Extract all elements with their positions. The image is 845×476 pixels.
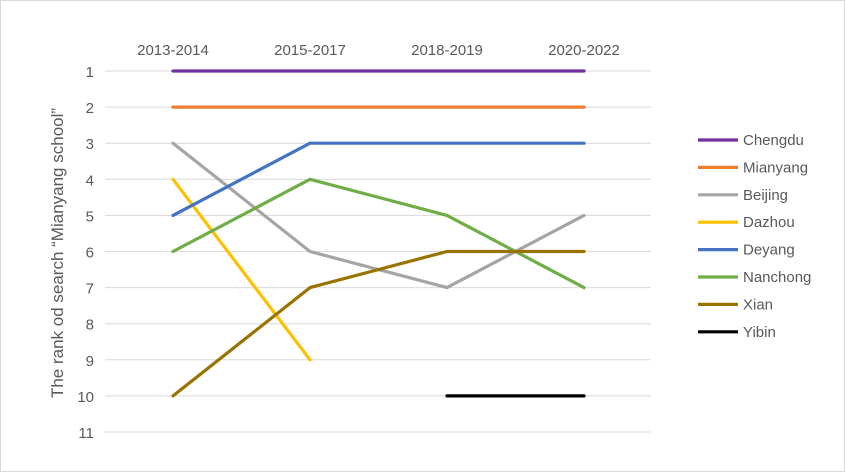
- x-tick-label: 2020-2022: [548, 42, 620, 59]
- legend-item-mianyang: Mianyang: [698, 159, 808, 176]
- legend-label: Mianyang: [743, 159, 808, 176]
- legend-label: Deyang: [743, 242, 795, 259]
- series-deyang: [171, 141, 586, 217]
- series-nanchong: [171, 177, 586, 290]
- series-xian: [171, 249, 586, 398]
- y-tick-label: 10: [77, 389, 94, 406]
- legend-item-chengdu: Chengdu: [698, 132, 804, 149]
- y-tick-label: 7: [86, 281, 94, 298]
- legend-label: Yibin: [743, 324, 776, 341]
- legend-label: Xian: [743, 296, 773, 313]
- legend-item-nanchong: Nanchong: [698, 269, 811, 286]
- y-tick-label: 2: [86, 100, 94, 117]
- x-tick-label: 2013-2014: [137, 42, 209, 59]
- legend-item-yibin: Yibin: [698, 324, 776, 341]
- y-axis-tick-labels: 1 2 3 4 5 6 7 8 9 10 11: [77, 64, 94, 442]
- series-lines: [171, 69, 586, 398]
- series-line: [171, 177, 312, 362]
- y-tick-label: 8: [86, 317, 94, 334]
- y-tick-label: 1: [86, 64, 94, 81]
- y-tick-label: 6: [86, 245, 94, 262]
- y-tick-label: 5: [86, 208, 94, 225]
- series-dazhou: [171, 177, 312, 362]
- legend-label: Beijing: [743, 187, 788, 204]
- legend-item-deyang: Deyang: [698, 242, 795, 259]
- legend-item-beijing: Beijing: [698, 187, 788, 204]
- y-tick-label: 3: [86, 136, 94, 153]
- series-line: [171, 141, 586, 217]
- legend: Chengdu Mianyang Beijing Dazhou Deyang Nancho…: [698, 132, 811, 341]
- x-axis-tick-labels: 2013-2014 2015-2017 2018-2019 2020-2022: [137, 42, 620, 59]
- series-line: [171, 249, 586, 398]
- legend-label: Dazhou: [743, 214, 795, 231]
- series-line: [171, 177, 586, 290]
- legend-label: Chengdu: [743, 132, 804, 149]
- legend-item-dazhou: Dazhou: [698, 214, 795, 231]
- legend-item-xian: Xian: [698, 296, 773, 313]
- legend-label: Nanchong: [743, 269, 811, 286]
- y-tick-label: 4: [86, 172, 94, 189]
- y-tick-label: 11: [78, 425, 94, 442]
- x-tick-label: 2018-2019: [411, 42, 483, 59]
- y-tick-label: 9: [86, 353, 94, 370]
- y-axis-title: The rank od search “Mianyang school”: [48, 108, 67, 398]
- x-tick-label: 2015-2017: [274, 42, 346, 59]
